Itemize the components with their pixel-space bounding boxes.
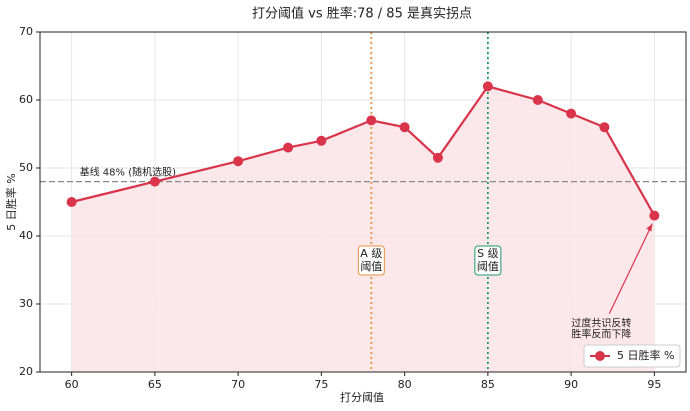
annotation-arrowhead [646, 223, 653, 232]
legend-box [583, 344, 681, 368]
threshold-label: 阈值 [360, 259, 382, 273]
y-tick-label: 60 [19, 93, 33, 106]
annotation: 过度共识反转 [571, 317, 631, 330]
point [399, 122, 410, 133]
x-tick-label: 95 [647, 378, 661, 391]
point [432, 152, 443, 163]
area [71, 86, 655, 373]
plot-frame [39, 31, 687, 373]
threshold-box [474, 245, 502, 276]
point [649, 210, 660, 221]
y-axis-label: 5 日胜率 % [4, 173, 18, 230]
y-tick-label: 40 [19, 229, 33, 242]
point [316, 135, 327, 146]
x-tick-label: 90 [564, 378, 578, 391]
y-tick-label: 30 [19, 297, 33, 310]
point [283, 142, 294, 153]
threshold-label: A 级 [360, 247, 382, 260]
x-tick-label: 75 [314, 378, 328, 391]
point [233, 156, 244, 167]
y-tick-label: 20 [19, 365, 33, 378]
x-tick-label: 85 [481, 378, 495, 391]
point [482, 81, 493, 92]
x-tick-label: 65 [148, 378, 162, 391]
point [149, 176, 160, 187]
threshold-box [357, 245, 385, 276]
threshold-label: S 级 [477, 247, 498, 260]
chart-title: 打分阈值 vs 胜率:78 / 85 是真实拐点 [252, 6, 472, 22]
threshold-label: 阈值 [477, 259, 499, 273]
x-tick-label: 80 [398, 378, 412, 391]
point [366, 115, 377, 126]
y-tick-label: 50 [19, 161, 33, 174]
point [532, 95, 543, 105]
legend-marker [595, 351, 605, 361]
x-tick-label: 70 [231, 378, 245, 391]
x-tick-label: 60 [65, 378, 79, 391]
legend-label: 5 日胜率 % [617, 348, 674, 362]
annotation-arrow [608, 223, 653, 314]
point [566, 108, 577, 119]
x-axis-label: 打分阈值 [340, 390, 384, 404]
y-tick-label: 70 [19, 25, 33, 38]
point [599, 122, 610, 133]
point [66, 197, 77, 207]
baseline-label: 基线 48% (随机选股) [80, 166, 176, 179]
annotation: 胜率反而下降 [571, 328, 631, 341]
